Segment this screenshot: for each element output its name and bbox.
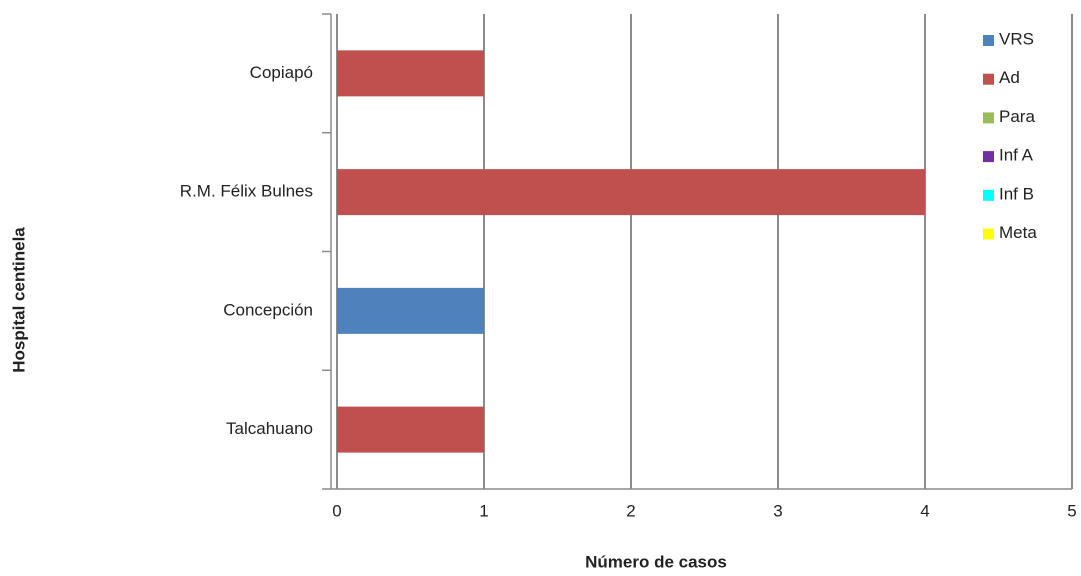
legend-label: Inf B <box>999 184 1034 203</box>
bar <box>337 50 484 97</box>
x-tick-label: 0 <box>332 501 341 520</box>
legend-label: Ad <box>999 68 1020 87</box>
legend-swatch <box>983 228 994 240</box>
legend-swatch <box>983 189 994 201</box>
x-tick-label: 1 <box>479 501 488 520</box>
legend-label: Para <box>999 107 1035 126</box>
x-tick-label: 4 <box>920 501 929 520</box>
y-axis-title: Hospital centinela <box>9 227 28 373</box>
x-tick-label: 5 <box>1067 501 1076 520</box>
y-tick-label: R.M. Félix Bulnes <box>180 182 313 201</box>
legend-label: VRS <box>999 29 1034 48</box>
legend-label: Meta <box>999 223 1037 242</box>
legend-swatch <box>983 112 994 124</box>
legend-swatch <box>983 151 994 163</box>
x-axis-title: Número de casos <box>585 552 727 571</box>
x-tick-label: 2 <box>626 501 635 520</box>
bar <box>337 287 484 334</box>
y-tick-label: Concepción <box>223 300 313 319</box>
bar <box>337 406 484 453</box>
y-tick-label: Talcahuano <box>226 419 313 438</box>
legend-label: Inf A <box>999 146 1034 165</box>
y-tick-label: Copiapó <box>250 63 313 82</box>
legend-swatch <box>983 73 994 85</box>
x-tick-label: 3 <box>773 501 782 520</box>
legend-swatch <box>983 35 994 46</box>
bar <box>337 169 925 216</box>
